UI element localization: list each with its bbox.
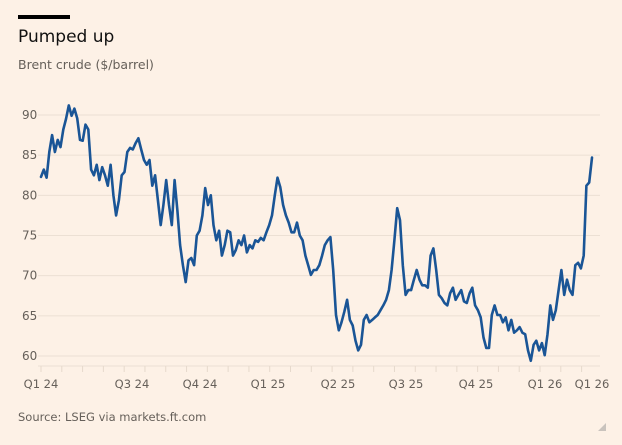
x-tick-label: Q1 24: [24, 377, 59, 391]
y-tick-label: 90: [22, 108, 37, 122]
x-tick-label: Q3 24: [115, 377, 150, 391]
x-tick-label: Q1 26: [575, 377, 610, 391]
x-tick-label: Q1 25: [251, 377, 286, 391]
series-line-brent-crude: [39, 104, 594, 363]
x-tick-label: Q1 26: [528, 377, 563, 391]
x-axis: Q1 24 Q3 24 Q4 24 Q1 25 Q2 25 Q3 25 Q4 25 Q1 26…: [24, 365, 610, 391]
y-tick-label: 70: [22, 269, 37, 283]
source-note: Source: LSEG via markets.ft.com: [18, 410, 207, 424]
x-tick-label: Q3 25: [389, 377, 424, 391]
y-tick-label: 75: [22, 229, 37, 243]
y-tick-label: 85: [22, 148, 37, 162]
y-tick-label: 65: [22, 309, 37, 323]
x-tick-label: Q2 25: [321, 377, 356, 391]
x-tick-label: Q4 24: [183, 377, 218, 391]
y-axis: 60 65 70 75 80 85 90: [22, 108, 37, 363]
gridlines: [38, 114, 600, 357]
y-tick-label: 60: [22, 349, 37, 363]
y-tick-label: 80: [22, 188, 37, 202]
chart-title: Pumped up: [18, 27, 115, 47]
chart-subtitle: Brent crude ($/barrel): [18, 57, 154, 72]
resize-handle-icon: [598, 423, 606, 431]
x-tick-label: Q4 25: [459, 377, 494, 391]
title-accent-bar: [18, 15, 70, 19]
